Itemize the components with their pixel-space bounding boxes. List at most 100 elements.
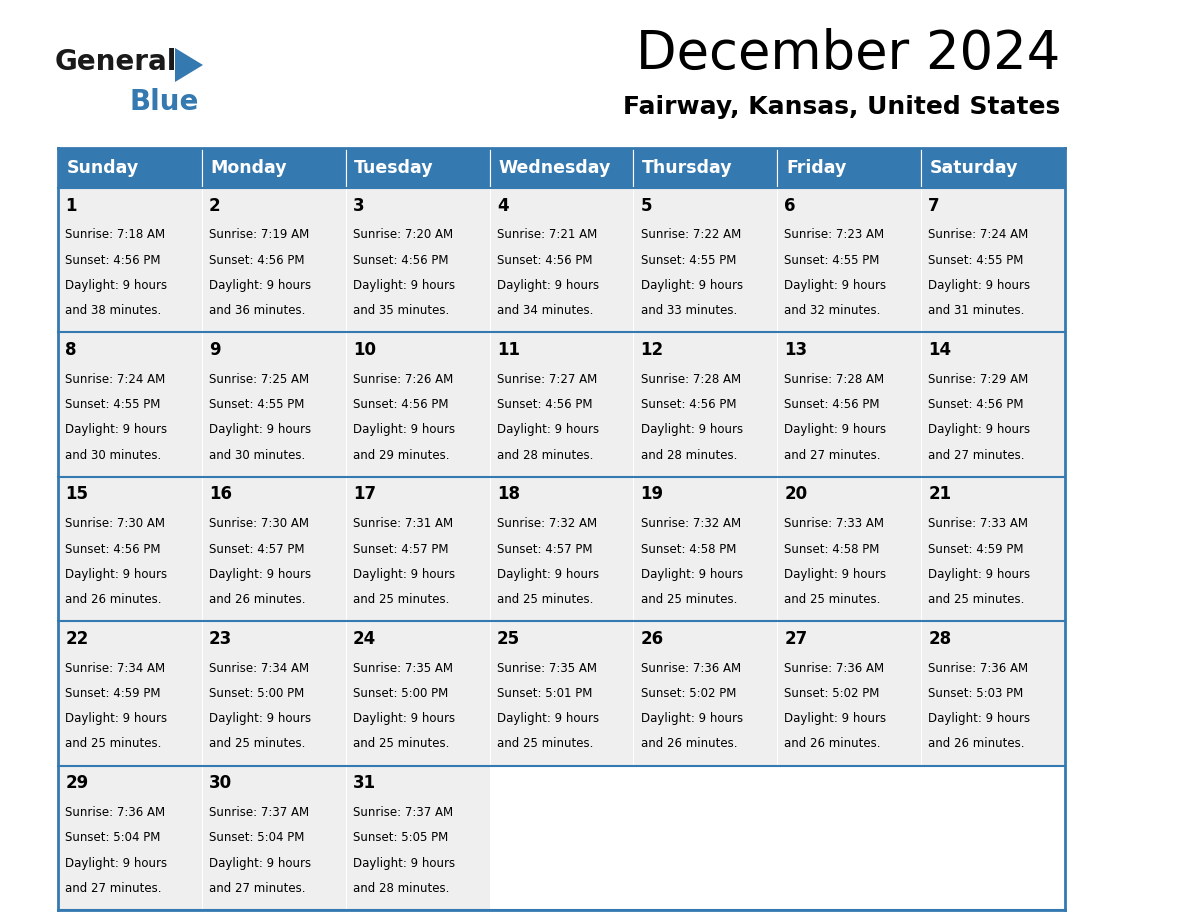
Text: Sunrise: 7:28 AM: Sunrise: 7:28 AM	[784, 373, 885, 386]
Text: Sunrise: 7:18 AM: Sunrise: 7:18 AM	[65, 229, 165, 241]
Text: Daylight: 9 hours: Daylight: 9 hours	[65, 423, 168, 436]
Text: and 35 minutes.: and 35 minutes.	[353, 304, 449, 318]
Text: Sunset: 4:55 PM: Sunset: 4:55 PM	[784, 253, 880, 267]
Bar	[489, 476, 633, 621]
Text: 29: 29	[65, 774, 88, 792]
Text: 27: 27	[784, 630, 808, 648]
Text: Daylight: 9 hours: Daylight: 9 hours	[784, 712, 886, 725]
Text: and 25 minutes.: and 25 minutes.	[497, 593, 593, 606]
Text: 26: 26	[640, 630, 664, 648]
Bar	[202, 332, 346, 476]
Bar	[777, 332, 921, 476]
Text: 1: 1	[65, 196, 77, 215]
Text: 23: 23	[209, 630, 233, 648]
Text: Sunset: 5:03 PM: Sunset: 5:03 PM	[928, 687, 1024, 700]
Text: and 29 minutes.: and 29 minutes.	[353, 449, 449, 462]
Text: 25: 25	[497, 630, 520, 648]
Bar	[921, 148, 1064, 188]
Text: Sunrise: 7:36 AM: Sunrise: 7:36 AM	[784, 662, 885, 675]
Text: Sunset: 5:00 PM: Sunset: 5:00 PM	[209, 687, 304, 700]
Text: Sunset: 4:56 PM: Sunset: 4:56 PM	[353, 398, 448, 411]
Text: and 28 minutes.: and 28 minutes.	[497, 449, 593, 462]
Text: Sunrise: 7:32 AM: Sunrise: 7:32 AM	[640, 517, 741, 531]
Text: Daylight: 9 hours: Daylight: 9 hours	[497, 567, 599, 581]
Text: Sunrise: 7:33 AM: Sunrise: 7:33 AM	[784, 517, 885, 531]
Text: 21: 21	[928, 486, 952, 503]
Text: Sunrise: 7:37 AM: Sunrise: 7:37 AM	[209, 806, 309, 819]
Text: Wednesday: Wednesday	[498, 159, 611, 177]
Bar	[202, 148, 346, 188]
Text: 24: 24	[353, 630, 377, 648]
Bar	[58, 332, 202, 476]
Text: Sunset: 4:55 PM: Sunset: 4:55 PM	[209, 398, 304, 411]
Text: and 25 minutes.: and 25 minutes.	[928, 593, 1025, 606]
Text: 7: 7	[928, 196, 940, 215]
Text: and 30 minutes.: and 30 minutes.	[209, 449, 305, 462]
Text: Daylight: 9 hours: Daylight: 9 hours	[209, 856, 311, 869]
Text: Saturday: Saturday	[930, 159, 1018, 177]
Bar	[58, 766, 202, 910]
Text: Sunset: 4:58 PM: Sunset: 4:58 PM	[640, 543, 737, 555]
Text: Sunset: 4:59 PM: Sunset: 4:59 PM	[928, 543, 1024, 555]
Text: Sunrise: 7:34 AM: Sunrise: 7:34 AM	[209, 662, 309, 675]
Text: and 27 minutes.: and 27 minutes.	[928, 449, 1025, 462]
Text: 13: 13	[784, 341, 808, 359]
Text: Sunset: 4:56 PM: Sunset: 4:56 PM	[65, 253, 160, 267]
Text: and 34 minutes.: and 34 minutes.	[497, 304, 593, 318]
Bar	[633, 476, 777, 621]
Text: and 27 minutes.: and 27 minutes.	[784, 449, 881, 462]
Text: 30: 30	[209, 774, 232, 792]
Text: and 25 minutes.: and 25 minutes.	[209, 737, 305, 750]
Text: Sunset: 5:02 PM: Sunset: 5:02 PM	[784, 687, 880, 700]
Text: and 25 minutes.: and 25 minutes.	[353, 593, 449, 606]
Text: Sunrise: 7:28 AM: Sunrise: 7:28 AM	[640, 373, 741, 386]
Bar	[346, 148, 489, 188]
Bar	[346, 621, 489, 766]
Bar	[202, 188, 346, 332]
Text: and 36 minutes.: and 36 minutes.	[209, 304, 305, 318]
Text: Sunset: 4:56 PM: Sunset: 4:56 PM	[209, 253, 304, 267]
Text: Daylight: 9 hours: Daylight: 9 hours	[353, 567, 455, 581]
Text: Sunrise: 7:25 AM: Sunrise: 7:25 AM	[209, 373, 309, 386]
Text: Sunrise: 7:35 AM: Sunrise: 7:35 AM	[497, 662, 596, 675]
Bar	[202, 621, 346, 766]
Text: Sunset: 5:04 PM: Sunset: 5:04 PM	[65, 832, 160, 845]
Text: Daylight: 9 hours: Daylight: 9 hours	[784, 567, 886, 581]
Text: Sunset: 4:57 PM: Sunset: 4:57 PM	[209, 543, 304, 555]
Text: Daylight: 9 hours: Daylight: 9 hours	[640, 712, 742, 725]
Text: Sunrise: 7:29 AM: Sunrise: 7:29 AM	[928, 373, 1029, 386]
Text: Sunset: 4:58 PM: Sunset: 4:58 PM	[784, 543, 880, 555]
Text: Daylight: 9 hours: Daylight: 9 hours	[353, 279, 455, 292]
Text: Daylight: 9 hours: Daylight: 9 hours	[65, 567, 168, 581]
Text: 19: 19	[640, 486, 664, 503]
Bar	[633, 332, 777, 476]
Text: Sunrise: 7:33 AM: Sunrise: 7:33 AM	[928, 517, 1029, 531]
Bar	[921, 621, 1064, 766]
Bar	[777, 621, 921, 766]
Text: and 28 minutes.: and 28 minutes.	[353, 882, 449, 895]
Text: and 27 minutes.: and 27 minutes.	[65, 882, 162, 895]
Text: Sunset: 5:01 PM: Sunset: 5:01 PM	[497, 687, 592, 700]
Text: and 30 minutes.: and 30 minutes.	[65, 449, 162, 462]
Text: Sunrise: 7:34 AM: Sunrise: 7:34 AM	[65, 662, 165, 675]
Text: and 26 minutes.: and 26 minutes.	[209, 593, 305, 606]
Text: Sunset: 5:02 PM: Sunset: 5:02 PM	[640, 687, 737, 700]
Text: Sunset: 4:56 PM: Sunset: 4:56 PM	[65, 543, 160, 555]
Text: Daylight: 9 hours: Daylight: 9 hours	[928, 423, 1030, 436]
Bar	[921, 476, 1064, 621]
Text: Sunset: 5:00 PM: Sunset: 5:00 PM	[353, 687, 448, 700]
Bar	[489, 332, 633, 476]
Text: Sunset: 4:56 PM: Sunset: 4:56 PM	[497, 398, 593, 411]
Text: Tuesday: Tuesday	[354, 159, 434, 177]
Bar	[777, 188, 921, 332]
Text: Sunrise: 7:27 AM: Sunrise: 7:27 AM	[497, 373, 598, 386]
Text: Daylight: 9 hours: Daylight: 9 hours	[640, 567, 742, 581]
Polygon shape	[175, 48, 203, 82]
Bar	[346, 476, 489, 621]
Text: 17: 17	[353, 486, 377, 503]
Text: Sunset: 4:55 PM: Sunset: 4:55 PM	[65, 398, 160, 411]
Text: and 25 minutes.: and 25 minutes.	[497, 737, 593, 750]
Text: Sunset: 4:56 PM: Sunset: 4:56 PM	[928, 398, 1024, 411]
Bar	[777, 476, 921, 621]
Text: Sunset: 4:57 PM: Sunset: 4:57 PM	[497, 543, 593, 555]
